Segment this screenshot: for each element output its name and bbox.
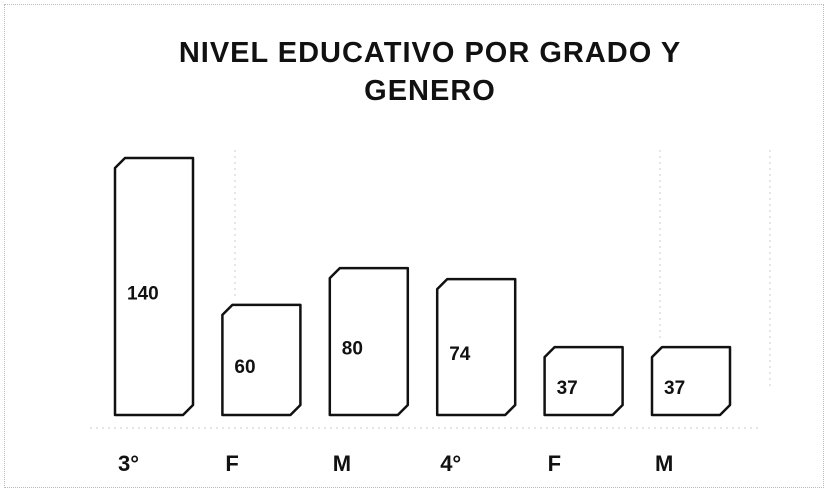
data-label: 60 — [234, 357, 255, 378]
x-tick-label: M — [333, 451, 351, 476]
chart-title: NIVEL EDUCATIVO POR GRADO Y GENERO — [178, 37, 682, 107]
bar — [221, 303, 302, 417]
bar — [328, 266, 410, 417]
data-label: 140 — [127, 284, 159, 305]
data-label: 37 — [557, 378, 578, 399]
bar — [113, 156, 195, 417]
x-tick-label: F — [548, 451, 561, 476]
x-tick-label: M — [655, 451, 673, 476]
chart-frame — [4, 4, 824, 488]
x-tick-label: F — [225, 451, 238, 476]
bar — [435, 277, 517, 417]
data-label: 80 — [342, 339, 363, 360]
data-label: 74 — [449, 344, 471, 365]
x-tick-label: 3° — [118, 451, 139, 476]
x-tick-label: 4° — [440, 451, 461, 476]
bar — [650, 345, 732, 417]
bar — [543, 345, 624, 417]
data-label: 37 — [664, 378, 685, 399]
